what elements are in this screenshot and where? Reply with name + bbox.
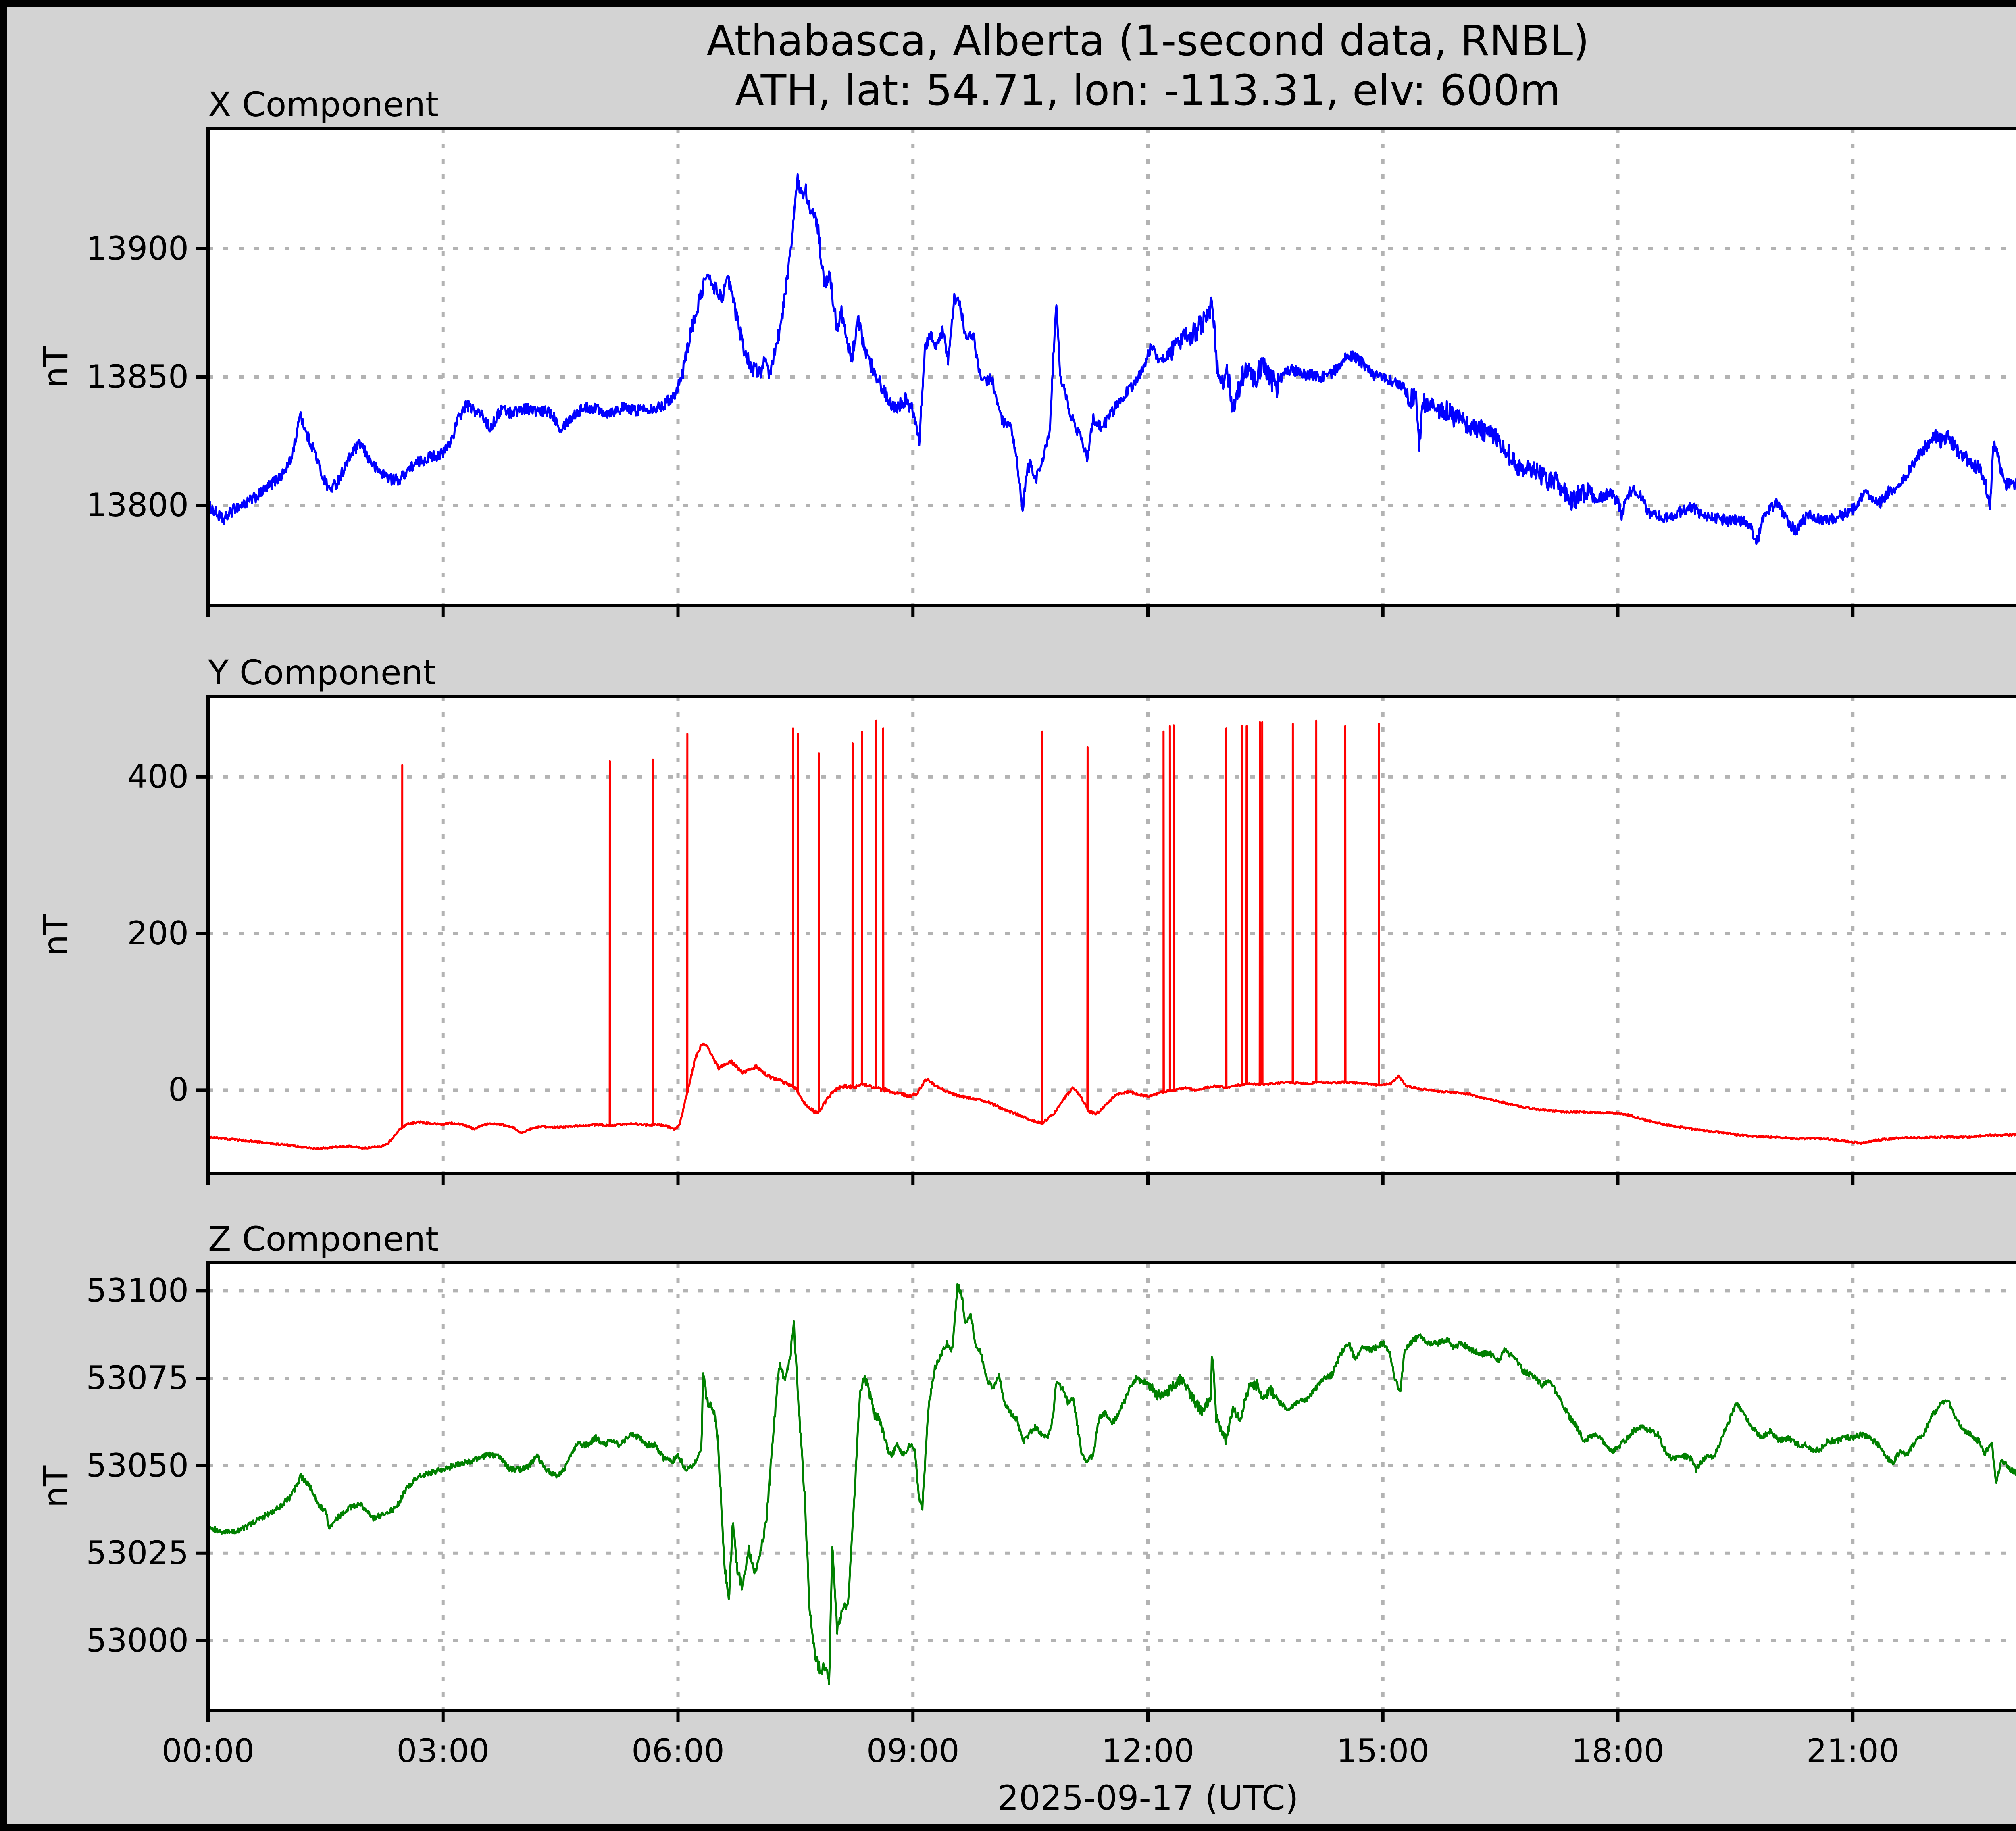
y-tick-label: 13900	[86, 229, 189, 267]
plot-area	[208, 128, 2016, 605]
x-tick-label: 00:00	[161, 1732, 255, 1770]
y-component-plot	[196, 695, 2016, 1185]
panel-title-x: X Component	[208, 85, 439, 124]
panel-title-y: Y Component	[208, 653, 436, 692]
figure-title-line1: Athabasca, Alberta (1-second data, RNBL)	[706, 16, 1589, 65]
y-tick-label: 200	[127, 914, 189, 952]
x-tick-label: 18:00	[1571, 1732, 1664, 1770]
y-tick-label: 53075	[86, 1359, 189, 1397]
y-tick-label: 400	[127, 758, 189, 796]
figure-title-line2: ATH, lat: 54.71, lon: -113.31, elv: 600m	[735, 65, 1561, 115]
data-series-line	[207, 1283, 2016, 1685]
y-tick-label: 53000	[86, 1621, 189, 1659]
panel-title-z: Z Component	[208, 1219, 439, 1259]
data-series-line	[207, 719, 2016, 1150]
x-tick-label: 15:00	[1336, 1732, 1430, 1770]
y-tick-label: 53100	[86, 1272, 189, 1310]
x-axis-label: 2025-09-17 (UTC)	[997, 1778, 1299, 1818]
data-series-line	[207, 173, 2016, 545]
y-tick-label: 53025	[86, 1534, 189, 1572]
y-tick-label: 13850	[86, 358, 189, 396]
x-tick-label: 21:00	[1806, 1732, 1899, 1770]
x-tick-labels: 00:00 03:00 06:00 09:00 12:00 15:00 18:00 21:00	[162, 1732, 2016, 1773]
y-tick-label: 0	[168, 1071, 189, 1109]
x-tick-label: 09:00	[866, 1732, 960, 1770]
y-tick-label: 13800	[86, 486, 189, 524]
plot-area	[208, 1263, 2016, 1710]
x-tick-label: 03:00	[396, 1732, 490, 1770]
y-tick-label: 53050	[86, 1446, 189, 1484]
figure-title: Athabasca, Alberta (1-second data, RNBL)…	[208, 16, 2016, 115]
x-component-plot	[196, 127, 2016, 617]
x-tick-label: 12:00	[1101, 1732, 1195, 1770]
x-tick-label: 06:00	[631, 1732, 725, 1770]
z-component-plot	[196, 1261, 2016, 1722]
